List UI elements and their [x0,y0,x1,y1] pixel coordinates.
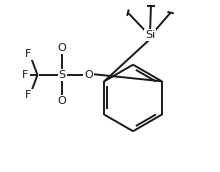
Text: F: F [22,70,29,80]
Text: O: O [58,44,67,53]
Text: O: O [58,96,67,106]
Text: Si: Si [145,30,155,40]
Text: S: S [59,70,66,80]
Text: F: F [25,49,32,60]
Text: F: F [25,90,32,100]
Text: O: O [84,70,93,80]
